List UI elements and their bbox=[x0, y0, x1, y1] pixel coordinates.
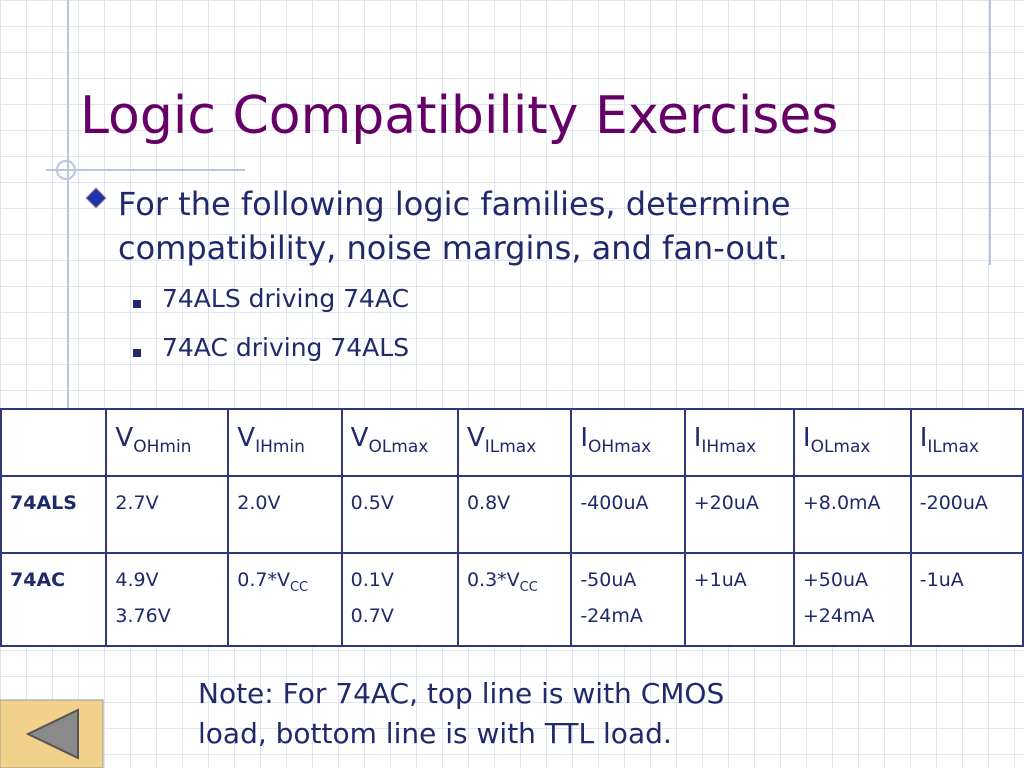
cell: -400uA bbox=[570, 475, 686, 555]
subscript: CC bbox=[519, 579, 538, 595]
cell-line: 0.3*VCC bbox=[467, 562, 562, 606]
header-cell: VOLmax bbox=[340, 407, 459, 478]
symbol: I bbox=[693, 423, 702, 453]
cell: 0.7*VCC bbox=[227, 552, 343, 648]
symbol: V bbox=[237, 423, 256, 453]
cell: 0.5V bbox=[340, 475, 459, 555]
header-cell: VIHmin bbox=[227, 407, 343, 478]
bullet: For the following logic families, determ… bbox=[118, 185, 791, 267]
row-label: 74ALS bbox=[0, 475, 108, 555]
cell-line: 0.1V bbox=[350, 569, 394, 592]
cell-line: 0.8V bbox=[466, 492, 511, 515]
row-label: 74AC bbox=[0, 552, 108, 648]
cell: -1uA bbox=[909, 552, 1024, 648]
subscript: OHmin bbox=[133, 437, 192, 458]
cell-line: +20uA bbox=[693, 492, 759, 515]
header-cell: IILmax bbox=[909, 407, 1024, 478]
cell: -50uA -24mA bbox=[570, 552, 686, 648]
symbol: V bbox=[350, 423, 369, 453]
cell-line: -24mA bbox=[580, 605, 643, 628]
cell-line: 2.0V bbox=[237, 492, 281, 515]
cell: 2.0V bbox=[227, 475, 343, 555]
corner-cell bbox=[0, 407, 108, 478]
cell-line: -200uA bbox=[919, 492, 988, 515]
subscript: ILmax bbox=[927, 437, 979, 458]
table-row: 74AC 4.9V 3.76V 0.7*VCC 0.1V 0.7V 0.3*VCC -50uA… bbox=[0, 552, 1024, 648]
header-cell: VOHmin bbox=[105, 407, 230, 478]
cell: +1uA bbox=[683, 552, 795, 648]
cell-text: 0.3*V bbox=[466, 569, 520, 592]
subscript: OLmax bbox=[810, 437, 871, 458]
cell: -200uA bbox=[909, 475, 1024, 555]
cell-line: -1uA bbox=[919, 569, 964, 592]
cell-line: +8.0mA bbox=[802, 492, 881, 515]
header-cell: IIHmax bbox=[683, 407, 795, 478]
cell: 2.7V bbox=[105, 475, 230, 555]
cell-line: 0.5V bbox=[350, 492, 394, 515]
cell-line: 2.7V bbox=[115, 492, 159, 515]
symbol: V bbox=[115, 423, 134, 453]
cell: 0.8V bbox=[456, 475, 573, 555]
title: Logic Compatibility Exercises bbox=[80, 86, 839, 146]
subscript: IHmax bbox=[701, 437, 757, 458]
cell-line: 0.7V bbox=[350, 605, 394, 628]
cell-line: -400uA bbox=[580, 492, 649, 515]
cell-line: -50uA bbox=[580, 569, 637, 592]
cell: 4.9V 3.76V bbox=[105, 552, 230, 648]
subscript: OLmax bbox=[368, 437, 429, 458]
cell: +50uA +24mA bbox=[792, 552, 912, 648]
sub-bullet-marker bbox=[133, 349, 141, 357]
cell-line: +50uA bbox=[802, 569, 869, 592]
header-row: VOHmin VIHmin VOLmax VILmax IOHmax IIHmax IOLm… bbox=[0, 407, 1024, 478]
table-row: 74ALS 2.7V 2.0V 0.5V 0.8V -400uA +20uA +8.0mA -2… bbox=[0, 475, 1024, 555]
table: VOHmin VIHmin VOLmax VILmax IOHmax IIHmax IOLm… bbox=[0, 407, 1024, 648]
cell-line: 0.7*VCC bbox=[237, 562, 332, 606]
subscript: OHmax bbox=[588, 437, 652, 458]
cell: 0.3*VCC bbox=[456, 552, 573, 648]
cell-line: 4.9V bbox=[115, 569, 159, 592]
cell-line: +1uA bbox=[693, 569, 747, 592]
cell-text: 0.7*V bbox=[237, 569, 290, 592]
symbol: V bbox=[466, 423, 485, 453]
cell: +20uA bbox=[683, 475, 795, 555]
cell-line: 3.76V bbox=[115, 605, 171, 628]
subscript: IHmin bbox=[255, 437, 305, 458]
sub-bullet: 74AC driving 74ALS bbox=[162, 333, 410, 362]
symbol: I bbox=[580, 423, 588, 453]
header-cell: IOHmax bbox=[570, 407, 686, 478]
header-cell: IOLmax bbox=[792, 407, 912, 478]
cell-line: +24mA bbox=[802, 605, 875, 628]
sub-bullet-marker bbox=[133, 300, 141, 308]
header-cell: VILmax bbox=[456, 407, 573, 478]
cell: 0.1V 0.7V bbox=[340, 552, 459, 648]
sub-bullet: 74ALS driving 74AC bbox=[162, 284, 410, 313]
cell: +8.0mA bbox=[792, 475, 912, 555]
subscript: ILmax bbox=[484, 437, 537, 458]
symbol: I bbox=[802, 423, 811, 453]
subscript: CC bbox=[289, 579, 309, 595]
note: Note: For 74AC, top line is with CMOS lo… bbox=[198, 677, 725, 750]
symbol: I bbox=[919, 423, 928, 453]
